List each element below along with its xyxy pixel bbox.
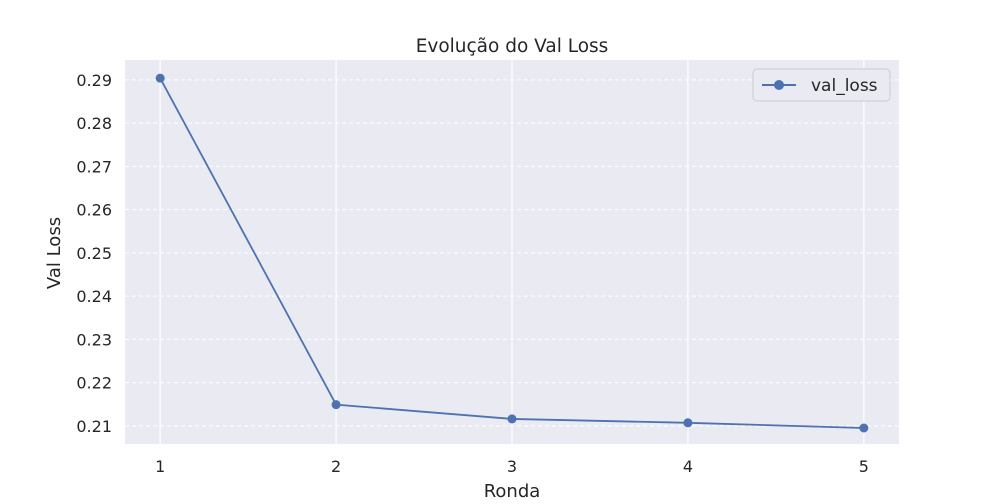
y-tick-label: 0.25 (76, 244, 112, 263)
grid-lines (125, 60, 899, 444)
y-tick-label: 0.22 (76, 374, 112, 393)
y-axis-label: Val Loss (44, 217, 65, 289)
data-point (683, 418, 693, 428)
x-axis-label: Ronda (484, 481, 541, 500)
y-tick-label: 0.24 (76, 287, 112, 306)
series-layer (155, 73, 869, 433)
data-point (155, 73, 165, 83)
x-tick-label: 1 (155, 457, 165, 476)
x-tick-label: 4 (683, 457, 693, 476)
legend-box (752, 68, 891, 102)
y-tick-label: 0.26 (76, 201, 112, 220)
legend-marker-swatch (774, 80, 784, 90)
legend-entry-val-loss: val_loss (811, 76, 878, 96)
tick-labels: 1 2 3 4 5 0.21 0.22 0.23 0.24 0.25 0.26 0.27 0.28 0.2… (76, 71, 869, 476)
y-tick-label: 0.29 (76, 71, 112, 90)
data-point (859, 423, 869, 433)
y-tick-label: 0.28 (76, 114, 112, 133)
data-point (331, 400, 341, 410)
data-point (507, 414, 517, 424)
y-tick-label: 0.23 (76, 330, 112, 349)
x-tick-label: 2 (331, 457, 341, 476)
x-tick-label: 3 (507, 457, 517, 476)
y-tick-label: 0.27 (76, 157, 112, 176)
legend: val_loss (752, 68, 891, 102)
y-tick-label: 0.21 (76, 417, 112, 436)
chart-title: Evolução do Val Loss (416, 36, 609, 57)
x-tick-label: 5 (859, 457, 869, 476)
